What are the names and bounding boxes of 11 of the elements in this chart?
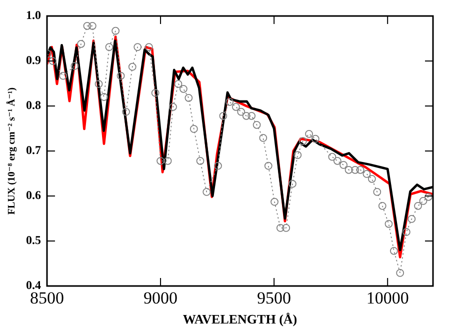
y-tick-label: 1.0 <box>26 8 41 22</box>
y-axis-title: FLUX (10⁻⁸ erg cm⁻² s⁻¹ Å⁻¹) <box>6 87 18 215</box>
y-tick-label: 0.8 <box>26 98 41 112</box>
x-tick-label: 10000 <box>366 288 409 308</box>
y-tick-label: 0.9 <box>26 53 41 68</box>
y-tick-label: 0.5 <box>26 233 41 248</box>
x-axis-title: WAVELENGTH (Å) <box>182 312 298 327</box>
y-tick-label: 0.6 <box>26 188 41 202</box>
y-tick-label: 0.7 <box>26 143 41 158</box>
x-tick-label: 9000 <box>144 288 178 308</box>
x-tick-label: 9500 <box>257 288 292 308</box>
